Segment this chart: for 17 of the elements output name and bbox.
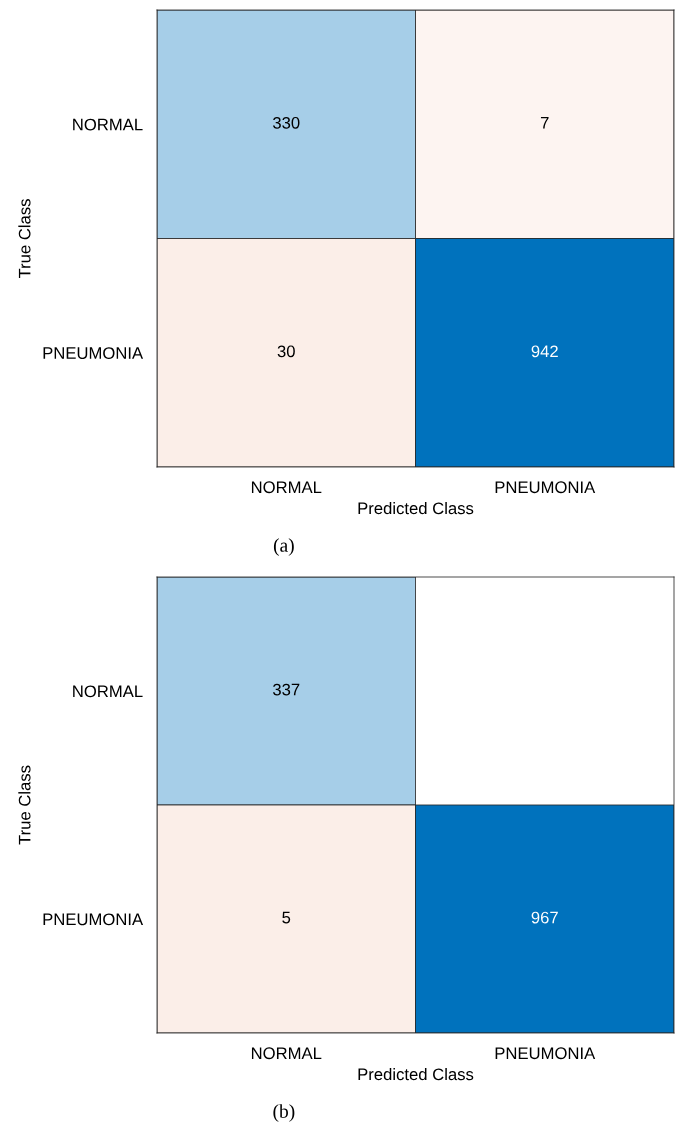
data-label: 337 bbox=[272, 683, 300, 696]
data-label: 942 bbox=[531, 345, 558, 358]
x-axis-title: Predicted Class bbox=[358, 1067, 474, 1081]
data-label: 967 bbox=[531, 911, 558, 924]
data-label: 30 bbox=[277, 345, 295, 358]
y-axis-title: True Class bbox=[18, 765, 31, 845]
text: (b) bbox=[273, 1104, 295, 1122]
y-tick-label: PNEUMONIA bbox=[43, 913, 144, 926]
y-axis-title: True Class bbox=[18, 199, 31, 279]
text: (a) bbox=[273, 538, 294, 556]
data-label: 7 bbox=[540, 117, 549, 129]
x-axis-title: Predicted Class bbox=[358, 501, 474, 515]
y-tick-label: NORMAL bbox=[73, 685, 143, 698]
data-label: 5 bbox=[282, 911, 291, 924]
y-tick-label: PNEUMONIA bbox=[43, 347, 144, 359]
y-tick-label: NORMAL bbox=[73, 118, 143, 131]
data-label: 330 bbox=[272, 116, 300, 129]
